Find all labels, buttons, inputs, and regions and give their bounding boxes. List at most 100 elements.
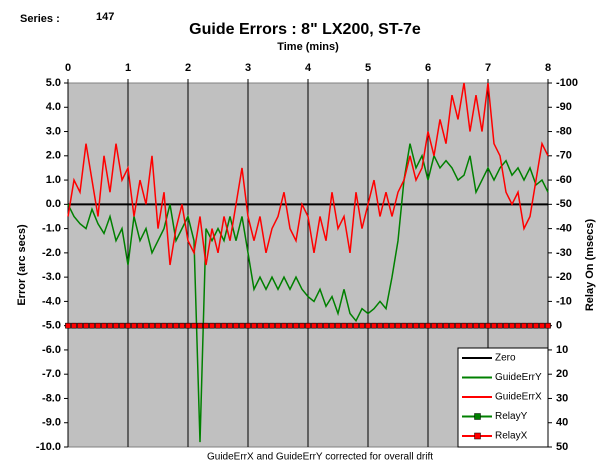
marker bbox=[299, 322, 305, 329]
y-tick-label: -6.0 bbox=[42, 344, 61, 356]
marker bbox=[509, 322, 515, 329]
x-tick-label: 5 bbox=[365, 62, 371, 74]
x-tick-label: 2 bbox=[185, 62, 191, 74]
marker bbox=[71, 322, 77, 329]
chart-title: Guide Errors : 8" LX200, ST-7e bbox=[189, 21, 421, 38]
x-axis-label: Time (mins) bbox=[277, 41, 339, 53]
marker bbox=[401, 322, 407, 329]
marker bbox=[395, 322, 401, 329]
y2-tick-label: -90 bbox=[556, 101, 572, 113]
marker bbox=[545, 322, 551, 329]
y2-tick-label: 10 bbox=[556, 344, 568, 356]
marker bbox=[197, 322, 203, 329]
legend-label: RelayX bbox=[495, 431, 528, 442]
marker bbox=[293, 322, 299, 329]
marker bbox=[101, 322, 107, 329]
marker bbox=[263, 322, 269, 329]
marker bbox=[227, 322, 233, 329]
y-tick-label: -7.0 bbox=[42, 368, 61, 380]
marker bbox=[473, 322, 479, 329]
y-tick-label: 2.0 bbox=[46, 150, 61, 162]
x-tick-label: 0 bbox=[65, 62, 71, 74]
y2-tick-label: -40 bbox=[556, 223, 572, 235]
y-tick-label: -5.0 bbox=[42, 320, 61, 332]
marker bbox=[203, 322, 209, 329]
y2-tick-label: 50 bbox=[556, 441, 568, 453]
series-line bbox=[67, 82, 549, 266]
legend-label: Zero bbox=[495, 353, 516, 364]
marker bbox=[383, 322, 389, 329]
y-tick-label: 5.0 bbox=[46, 77, 61, 89]
y-tick-label: 1.0 bbox=[46, 174, 61, 186]
marker bbox=[83, 322, 89, 329]
marker bbox=[329, 322, 335, 329]
marker bbox=[335, 322, 341, 329]
marker bbox=[371, 322, 377, 329]
y2-tick-label: -70 bbox=[556, 150, 572, 162]
marker bbox=[431, 322, 437, 329]
marker bbox=[527, 322, 533, 329]
y2-tick-label: -20 bbox=[556, 271, 572, 283]
marker bbox=[359, 322, 365, 329]
marker bbox=[305, 322, 311, 329]
legend-label: RelayY bbox=[495, 411, 528, 422]
marker bbox=[269, 322, 275, 329]
y-tick-label: -3.0 bbox=[42, 271, 61, 283]
y-tick-label: -1.0 bbox=[42, 223, 61, 235]
y2-tick-label: -80 bbox=[556, 125, 572, 137]
legend-label: GuideErrY bbox=[495, 372, 542, 383]
marker bbox=[407, 322, 413, 329]
marker bbox=[215, 322, 221, 329]
y2-tick-label: 20 bbox=[556, 368, 568, 380]
marker bbox=[353, 322, 359, 329]
marker bbox=[389, 322, 395, 329]
marker bbox=[479, 322, 485, 329]
marker bbox=[131, 322, 137, 329]
marker bbox=[347, 322, 353, 329]
marker bbox=[275, 322, 281, 329]
marker bbox=[107, 322, 113, 329]
y-tick-label: -2.0 bbox=[42, 247, 61, 259]
marker bbox=[77, 322, 83, 329]
marker bbox=[95, 322, 101, 329]
y-axis-label: Error (arc secs) bbox=[16, 224, 28, 306]
marker bbox=[449, 322, 455, 329]
y2-tick-label: 30 bbox=[556, 392, 568, 404]
series-number: 147 bbox=[96, 11, 114, 23]
marker bbox=[521, 322, 527, 329]
y-tick-label: -4.0 bbox=[42, 295, 61, 307]
marker bbox=[251, 322, 257, 329]
marker bbox=[137, 322, 143, 329]
marker bbox=[245, 322, 251, 329]
marker bbox=[437, 322, 443, 329]
marker bbox=[287, 322, 293, 329]
x-tick-label: 1 bbox=[125, 62, 131, 74]
marker bbox=[515, 322, 521, 329]
marker bbox=[65, 322, 71, 329]
marker bbox=[155, 322, 161, 329]
x-tick-label: 7 bbox=[485, 62, 491, 74]
legend-marker bbox=[474, 413, 481, 420]
marker bbox=[281, 322, 287, 329]
marker bbox=[113, 322, 119, 329]
marker bbox=[191, 322, 197, 329]
marker bbox=[485, 322, 491, 329]
marker bbox=[413, 322, 419, 329]
marker bbox=[323, 322, 329, 329]
marker bbox=[89, 322, 95, 329]
x-tick-label: 4 bbox=[305, 62, 312, 74]
marker bbox=[143, 322, 149, 329]
y-tick-label: -10.0 bbox=[36, 441, 61, 453]
x-tick-label: 6 bbox=[425, 62, 431, 74]
y2-tick-label: -60 bbox=[556, 174, 572, 186]
legend-box bbox=[457, 347, 549, 448]
marker bbox=[317, 322, 323, 329]
marker bbox=[311, 322, 317, 329]
legend-label: GuideErrX bbox=[495, 392, 542, 403]
marker bbox=[161, 322, 167, 329]
marker bbox=[455, 322, 461, 329]
marker bbox=[419, 322, 425, 329]
marker bbox=[221, 322, 227, 329]
